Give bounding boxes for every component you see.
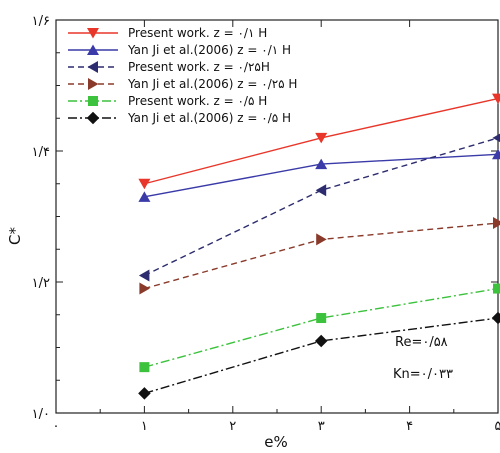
legend-entry: Yan Ji et al.(2006) z = ۰/۱ H [68,43,291,57]
data-point [87,44,99,55]
x-tick-label: ۲ [229,419,236,434]
y-tick-label: ۱/۲ [32,276,50,291]
data-point [315,132,328,144]
x-tick-label: ۰ [53,419,60,434]
legend-entry: Present work. z = ۰/۱ H [68,26,267,40]
data-point [138,191,151,202]
data-point [86,111,100,125]
legend-label: Present work. z = ۰/۵ H [128,94,267,108]
data-point [493,217,500,230]
series-line [144,137,499,277]
x-tick-label: ۱ [141,419,148,434]
data-point [492,133,500,143]
x-tick-label: ۴ [406,419,413,434]
x-tick-label: ۵ [495,419,500,434]
annotation-reynolds: Re=۰/۵۸ [395,335,448,350]
data-point [138,269,150,282]
data-point [138,387,151,400]
series-layer [138,93,500,400]
legend-label: Yan Ji et al.(2006) z = ۰/۲۵ H [127,77,297,91]
data-point [491,311,500,325]
data-point [315,158,328,170]
series-2 [138,148,500,202]
series-3 [138,133,500,282]
data-point [87,61,98,73]
data-point [492,148,500,160]
data-point [138,178,151,190]
legend-entry: Present work. z = ۰/۲۵H [68,60,270,74]
data-point [139,362,150,373]
legend: Present work. z = ۰/۱ H Yan Ji et al.(200… [68,26,297,125]
y-tick-label: ۱/۴ [32,145,50,160]
legend-label: Yan Ji et al.(2006) z = ۰/۵ H [127,111,291,125]
data-point [316,313,327,324]
data-point [88,96,98,106]
legend-entry: Yan Ji et al.(2006) z = ۰/۲۵ H [68,77,297,91]
data-point [493,283,500,294]
tick-layer: ۰ ۱ ۲ ۳ ۴ ۵ ۱/۰ ۱/۲ ۱/۴ ۱/۶ [32,14,500,434]
data-point [314,334,328,348]
data-point [492,93,500,105]
data-point [88,78,99,90]
y-tick-label: ۱/۰ [32,407,50,422]
y-tick-label: ۱/۶ [32,14,50,29]
data-point [315,184,327,197]
data-point [139,282,150,295]
legend-label: Yan Ji et al.(2006) z = ۰/۱ H [127,43,291,57]
data-point [316,233,327,246]
y-axis-title: C* [6,227,24,245]
legend-label: Present work. z = ۰/۱ H [128,26,267,40]
legend-label: Present work. z = ۰/۲۵H [128,60,270,74]
x-tick-label: ۳ [318,419,325,434]
plot-area [55,19,499,414]
series-5 [139,283,500,373]
data-point [87,28,99,39]
series-6 [138,311,500,400]
x-axis-title: e% [264,433,287,451]
legend-entry: Yan Ji et al.(2006) z = ۰/۵ H [68,111,291,125]
annotation-knudsen: Kn=۰/۰۳۳ [393,367,453,382]
legend-entry: Present work. z = ۰/۵ H [68,94,267,108]
series-4 [139,217,500,295]
series-1 [138,93,500,190]
